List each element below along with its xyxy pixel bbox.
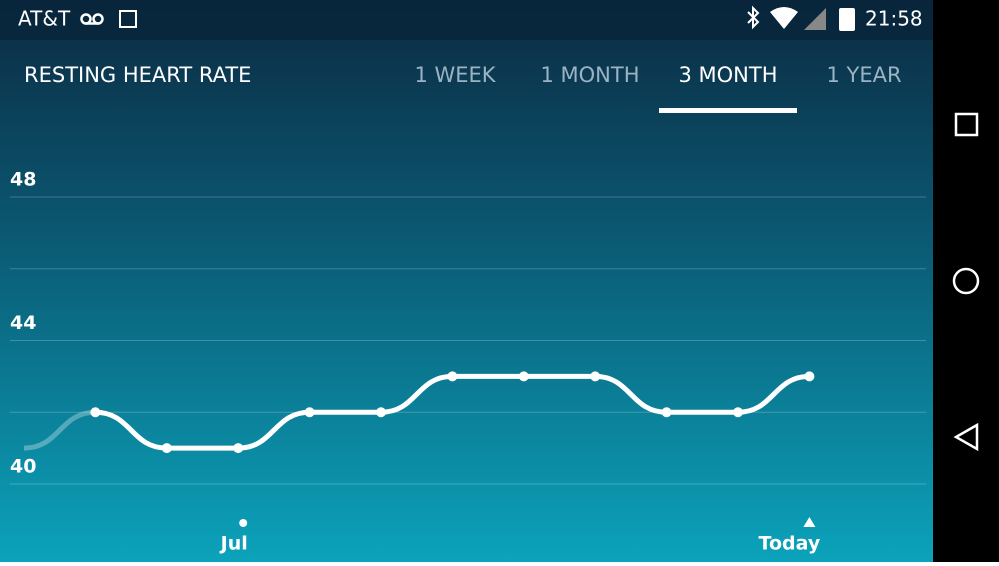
- x-tick-label: Today: [759, 533, 821, 555]
- point: [661, 407, 672, 418]
- point: [518, 371, 529, 382]
- point: [233, 443, 244, 454]
- chart-title: RESTING HEART RATE: [24, 63, 251, 87]
- point: [733, 407, 743, 418]
- tab-indicator: [659, 108, 797, 113]
- image-icon: [119, 10, 137, 28]
- y-tick-label: 44: [10, 312, 36, 334]
- point: [804, 371, 815, 382]
- tab[interactable]: 1 YEAR: [826, 63, 901, 87]
- bluetooth-icon: [747, 5, 760, 30]
- voicemail-icon: [80, 13, 104, 25]
- status-bar: [0, 0, 933, 40]
- faded-line: [23, 409, 96, 451]
- y-tick-label: 48: [10, 169, 36, 191]
- carrier: AT&T: [18, 7, 71, 31]
- tab[interactable]: 1 WEEK: [414, 63, 496, 87]
- tab[interactable]: 3 MONTH: [678, 63, 777, 87]
- battery-icon: [839, 8, 855, 31]
- point: [90, 407, 101, 418]
- point: [590, 371, 601, 382]
- nav-bar: [933, 0, 999, 562]
- today-marker: [803, 517, 816, 527]
- tab[interactable]: 1 MONTH: [540, 63, 639, 87]
- y-tick-label: 40: [10, 456, 36, 478]
- clock: 21:58: [865, 7, 923, 31]
- point: [304, 407, 315, 418]
- month-marker: [239, 519, 248, 527]
- signal-icon: [804, 8, 826, 30]
- back-button[interactable]: [953, 422, 979, 452]
- point: [447, 371, 458, 382]
- home-button[interactable]: [952, 267, 980, 295]
- recents-button[interactable]: [954, 112, 979, 137]
- point: [161, 443, 172, 454]
- background: [0, 0, 933, 562]
- x-tick-label: Jul: [219, 533, 248, 555]
- point: [376, 407, 386, 418]
- wifi-icon: [770, 7, 798, 29]
